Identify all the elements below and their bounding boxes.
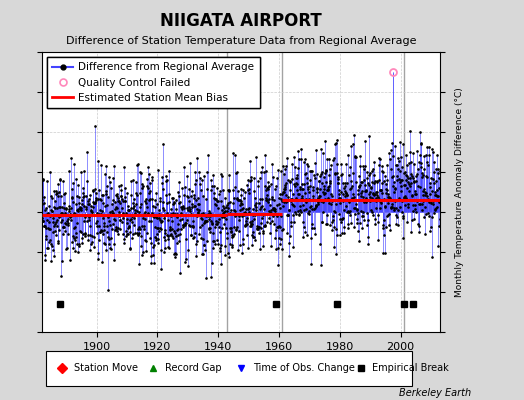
Text: Station Move: Station Move [74,363,138,373]
Text: Difference of Station Temperature Data from Regional Average: Difference of Station Temperature Data f… [66,36,416,46]
Text: Time of Obs. Change: Time of Obs. Change [253,363,355,373]
FancyBboxPatch shape [46,351,412,386]
Text: Berkeley Earth: Berkeley Earth [399,388,472,398]
Text: NIIGATA AIRPORT: NIIGATA AIRPORT [160,12,322,30]
Text: Record Gap: Record Gap [166,363,222,373]
Text: Empirical Break: Empirical Break [373,363,449,373]
Y-axis label: Monthly Temperature Anomaly Difference (°C): Monthly Temperature Anomaly Difference (… [455,87,464,297]
Legend: Difference from Regional Average, Quality Control Failed, Estimated Station Mean: Difference from Regional Average, Qualit… [47,57,259,108]
